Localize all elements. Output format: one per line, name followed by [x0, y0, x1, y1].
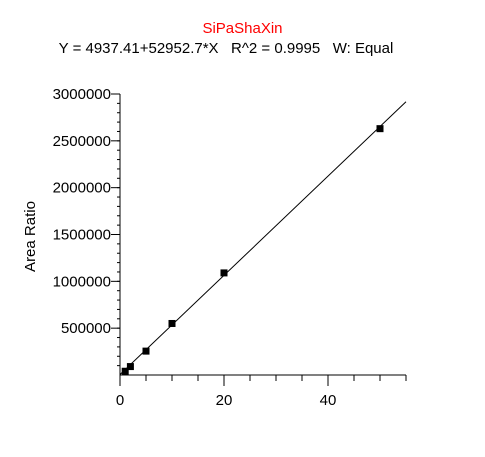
y-tick-label: 1500000: [53, 227, 111, 244]
data-point: [126, 363, 134, 371]
data-point: [121, 367, 129, 375]
data-point: [376, 125, 384, 133]
y-tick-label: 1000000: [53, 273, 111, 290]
y-tick-label: 2000000: [53, 180, 111, 197]
chart-title: SiPaShaXin: [202, 20, 283, 37]
chart-subtitle: Y = 4937.41+52952.7*X R^2 = 0.9995 W: Eq…: [58, 40, 394, 57]
x-tick-label: 40: [320, 392, 337, 409]
x-tick-label: 20: [216, 392, 233, 409]
regression-line: [119, 101, 407, 375]
y-axis-label: Area Ratio: [22, 201, 39, 272]
data-point: [220, 269, 228, 277]
data-point: [168, 319, 176, 327]
y-tick-label: 3000000: [53, 86, 111, 103]
data-point: [142, 347, 150, 355]
x-tick-label: 0: [116, 392, 124, 409]
y-tick-label: 500000: [61, 320, 111, 337]
y-tick-label: 2500000: [53, 133, 111, 150]
